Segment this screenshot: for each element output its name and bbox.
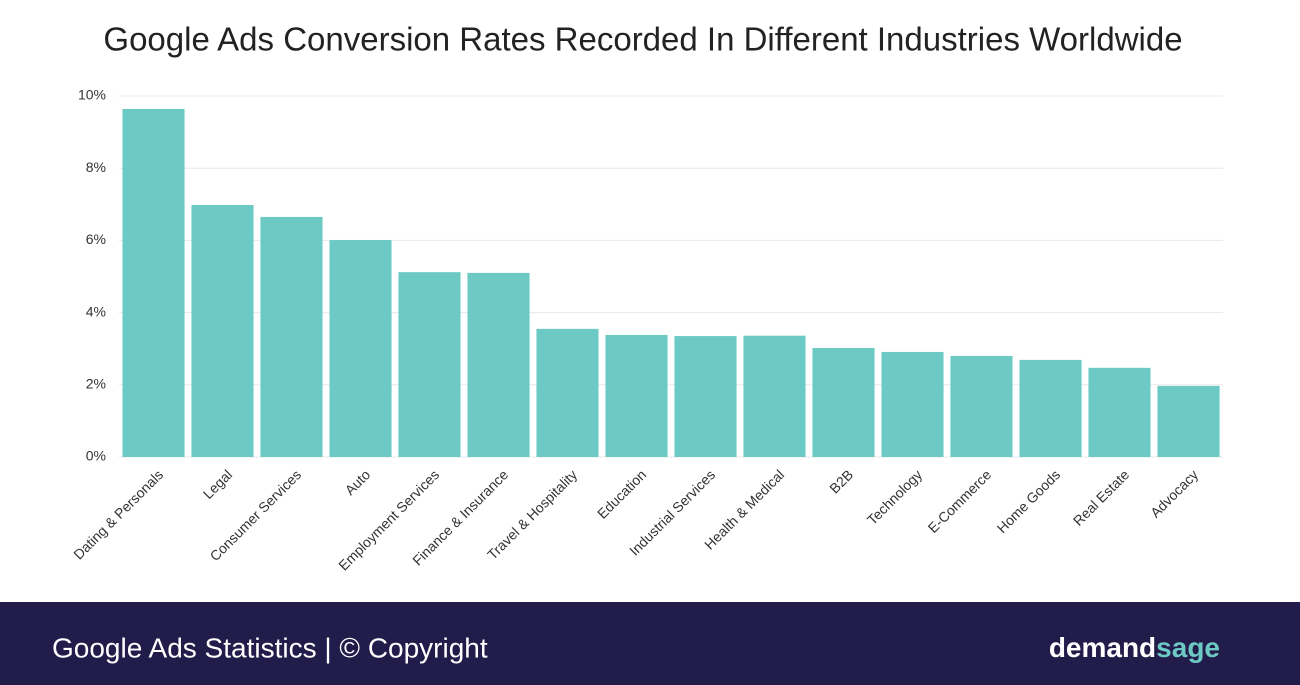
bar bbox=[605, 334, 668, 457]
y-tick-label: 4% bbox=[86, 303, 106, 319]
bar bbox=[950, 355, 1013, 457]
bar bbox=[812, 347, 875, 457]
bar bbox=[881, 351, 944, 457]
brand-logo: demandsage bbox=[1049, 632, 1220, 663]
y-tick-label: 6% bbox=[86, 231, 106, 247]
bar bbox=[122, 108, 185, 457]
footer-text: Google Ads Statistics | © Copyright bbox=[52, 632, 488, 663]
brand-part: sage bbox=[1156, 632, 1220, 663]
y-tick-label: 10% bbox=[78, 87, 106, 103]
bar bbox=[329, 240, 392, 457]
bar bbox=[1019, 359, 1082, 457]
footer-bar bbox=[0, 602, 1300, 685]
bar bbox=[467, 272, 530, 457]
bar bbox=[743, 335, 806, 457]
chart-title: Google Ads Conversion Rates Recorded In … bbox=[103, 21, 1182, 58]
y-tick-label: 2% bbox=[86, 376, 106, 392]
bar bbox=[536, 328, 599, 457]
bar bbox=[1157, 385, 1220, 457]
y-tick-label: 8% bbox=[86, 159, 106, 175]
bar bbox=[260, 216, 323, 457]
bar bbox=[674, 336, 737, 457]
plot-area: 0%2%4%6%8%10%Dating & Personals LegalCons… bbox=[70, 87, 1223, 573]
bar bbox=[191, 205, 254, 457]
bar bbox=[398, 272, 461, 457]
bar bbox=[1088, 367, 1151, 457]
brand-part: demand bbox=[1049, 632, 1156, 663]
y-tick-label: 0% bbox=[86, 448, 106, 464]
